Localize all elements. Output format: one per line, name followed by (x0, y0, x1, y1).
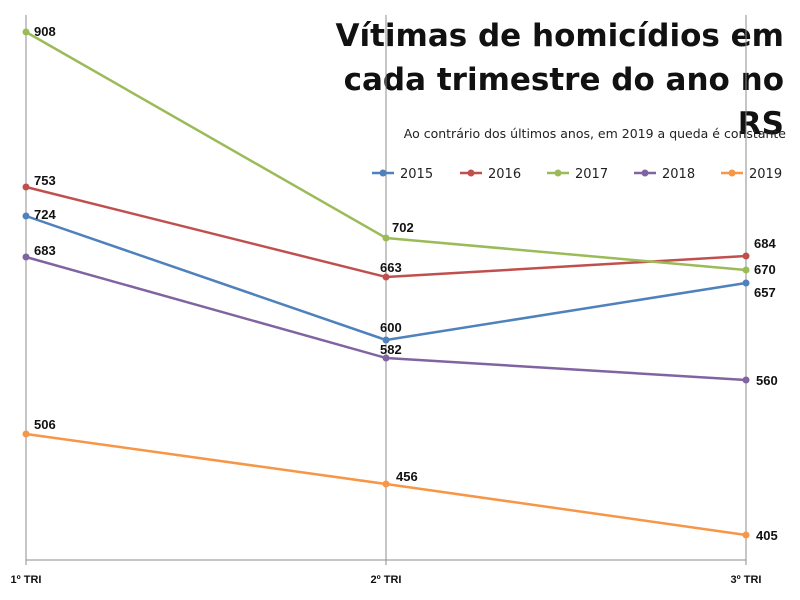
data-label: 506 (34, 417, 56, 432)
series-2015: 724 600 657 (22, 207, 776, 344)
chart-title-line-2: cada trimestre do ano no RS (343, 62, 784, 142)
data-label: 657 (754, 285, 776, 300)
x-tick-label: 1º TRI (11, 574, 42, 586)
data-point (22, 183, 30, 191)
data-label: 560 (756, 373, 778, 388)
series-2018: 683 582 560 (22, 243, 778, 388)
series-2016: 753 663 684 (22, 173, 776, 281)
series-2017: 908 702 670 (22, 24, 776, 277)
data-point (382, 480, 390, 488)
data-label: 670 (754, 262, 776, 277)
legend-label: 2015 (400, 167, 433, 182)
data-point (22, 430, 30, 438)
data-label: 663 (380, 260, 402, 275)
data-point (742, 531, 750, 539)
data-label: 405 (756, 528, 778, 543)
data-point (382, 336, 390, 344)
legend-label: 2018 (662, 167, 695, 182)
data-label: 683 (34, 243, 56, 258)
data-point (382, 273, 390, 281)
legend: 2015 2016 2017 2018 2019 (372, 167, 782, 182)
legend-item-2016: 2016 (460, 167, 521, 182)
data-point (742, 252, 750, 260)
legend-marker (641, 169, 649, 177)
legend-item-2019: 2019 (721, 167, 782, 182)
legend-item-2015: 2015 (372, 167, 433, 182)
series-2019: 506 456 405 (22, 417, 778, 543)
legend-item-2017: 2017 (547, 167, 608, 182)
legend-label: 2019 (749, 167, 782, 182)
legend-label: 2016 (488, 167, 521, 182)
data-point (742, 376, 750, 384)
chart-title-line-1: Vítimas de homicídios em (335, 18, 784, 54)
data-point (382, 234, 390, 242)
legend-label: 2017 (575, 167, 608, 182)
legend-marker (728, 169, 736, 177)
data-label: 600 (380, 320, 402, 335)
data-label: 702 (392, 220, 414, 235)
series-lines: 724 600 657 753 663 684 908 702 670 683 582 560 506 4… (22, 24, 778, 543)
data-point (742, 279, 750, 287)
data-label: 908 (34, 24, 56, 39)
data-point (22, 253, 30, 261)
data-point (22, 28, 30, 36)
data-label: 582 (380, 342, 402, 357)
data-point (382, 354, 390, 362)
chart-title: Vítimas de homicídios em cada trimestre … (304, 14, 784, 146)
chart-subtitle: Ao contrário dos últimos anos, em 2019 a… (403, 126, 786, 141)
legend-item-2018: 2018 (634, 167, 695, 182)
x-tick-label: 3º TRI (731, 574, 762, 586)
legend-marker (554, 169, 562, 177)
data-point (742, 266, 750, 274)
data-label: 456 (396, 469, 418, 484)
x-tick-label: 2º TRI (371, 574, 402, 586)
data-label: 724 (34, 207, 56, 222)
data-point (22, 212, 30, 220)
legend-marker (467, 169, 475, 177)
legend-marker (379, 169, 387, 177)
data-label: 684 (754, 236, 776, 251)
axes: 1º TRI 2º TRI 3º TRI (11, 15, 762, 586)
data-label: 753 (34, 173, 56, 188)
